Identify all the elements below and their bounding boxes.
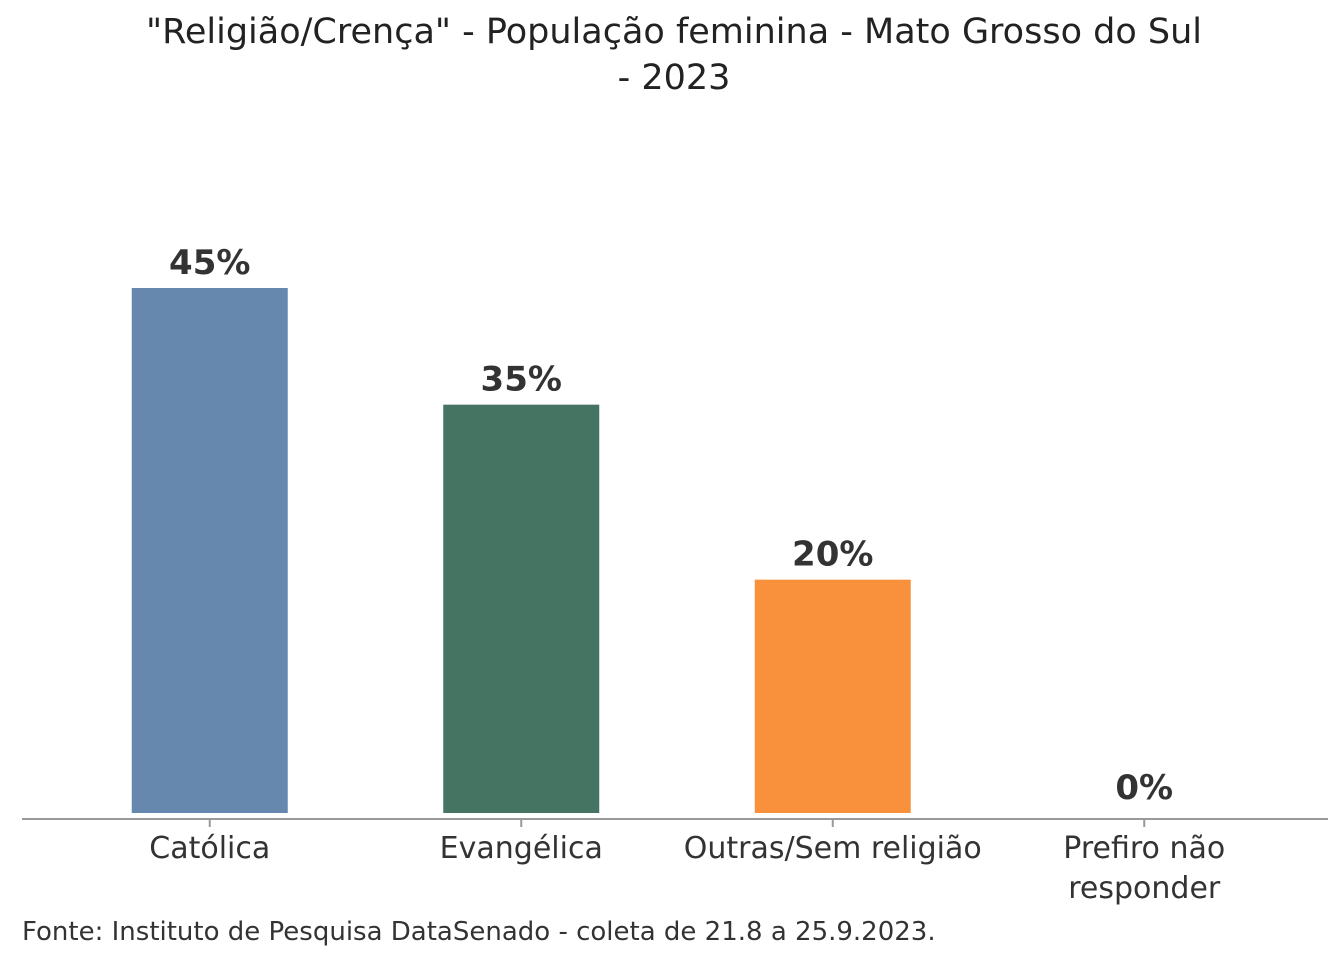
x-tick-label-3: Prefiro não (1063, 831, 1225, 866)
chart-title-line-2: - 2023 (618, 58, 731, 98)
data-label-1: 35% (481, 360, 562, 400)
bar-0 (131, 288, 288, 813)
bar-2 (754, 579, 911, 813)
source-note: Fonte: Instituto de Pesquisa DataSenado … (22, 917, 936, 947)
x-tick-label-3: responder (1068, 871, 1221, 906)
data-label-2: 20% (792, 535, 873, 575)
chart-title-line-1: "Religião/Crença" - População feminina -… (146, 12, 1202, 52)
data-label-3: 0% (1115, 768, 1173, 808)
x-tick-label-1: Evangélica (440, 831, 603, 866)
data-label-0: 45% (169, 243, 250, 283)
x-tick-label-0: Católica (149, 831, 270, 866)
x-tick-label-2: Outras/Sem religião (684, 831, 982, 866)
bar-1 (443, 404, 600, 813)
